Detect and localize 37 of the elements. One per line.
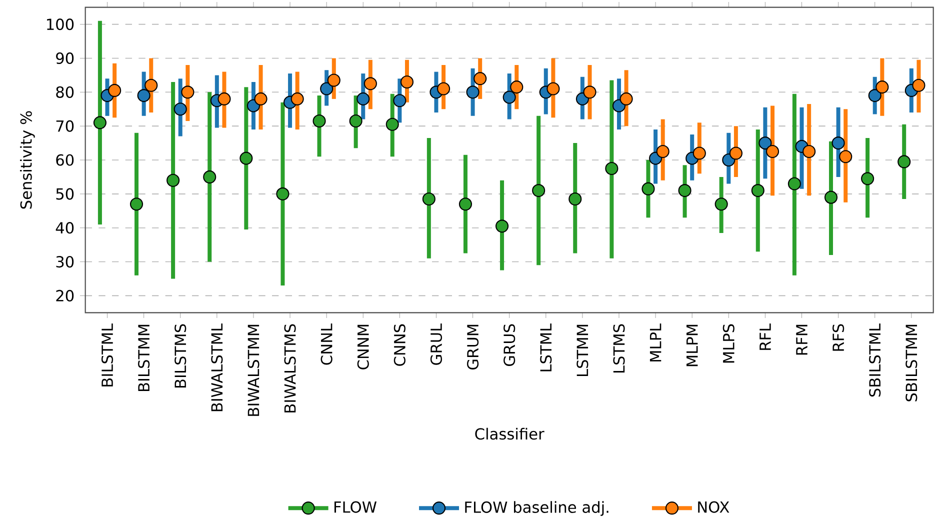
legend-label: NOX [698,501,730,513]
x-tick-label: GRUS [504,324,516,366]
x-tick-label: LSTMS [613,324,625,372]
x-tick-label: RFS [832,324,844,351]
x-tick-label: BIWALSTMM [248,324,260,416]
y-tick-label: 30 [56,256,74,268]
x-tick-label: BILSTMS [174,324,186,388]
x-tick-label: CNNS [394,324,406,366]
x-tick-label: BIWALSTML [211,323,223,412]
x-tick-label: SBILSTMM [906,324,918,402]
x-tick-label: LSTMM [576,324,588,376]
legend-label: FLOW baseline adj. [465,501,608,516]
x-tick-label: GRUL [430,323,442,365]
x-tick-label: RFL [760,323,771,350]
y-tick-label: 20 [56,290,74,302]
y-tick-label: 80 [56,86,74,98]
x-tick-label: MLPS [722,324,734,363]
x-tick-label: BILSTMM [138,324,150,392]
x-tick-label: LSTML [540,323,552,372]
y-tick-label: 40 [56,222,74,234]
x-tick-label: CNNL [320,323,332,365]
y-tick-label: 70 [56,120,74,132]
x-tick-label: BIWALSTMS [284,324,296,412]
x-tick-label: RFM [796,324,808,355]
x-tick-label: MLPL [650,323,662,362]
x-tick-label: SBILSTML [869,323,881,397]
y-axis-title: Sensitivity % [20,111,35,209]
x-tick-label: BILSTML [101,323,114,386]
x-tick-label: CNNM [357,324,369,370]
legend-label: FLOW [334,501,377,513]
x-tick-label: GRUM [466,324,479,370]
y-tick-label: 90 [56,52,74,64]
y-tick-label: 50 [56,188,74,200]
x-tick-label: MLPM [686,324,698,366]
y-tick-label: 60 [56,154,74,166]
y-tick-label: 100 [47,18,74,30]
x-axis-title: Classifier [475,428,544,440]
